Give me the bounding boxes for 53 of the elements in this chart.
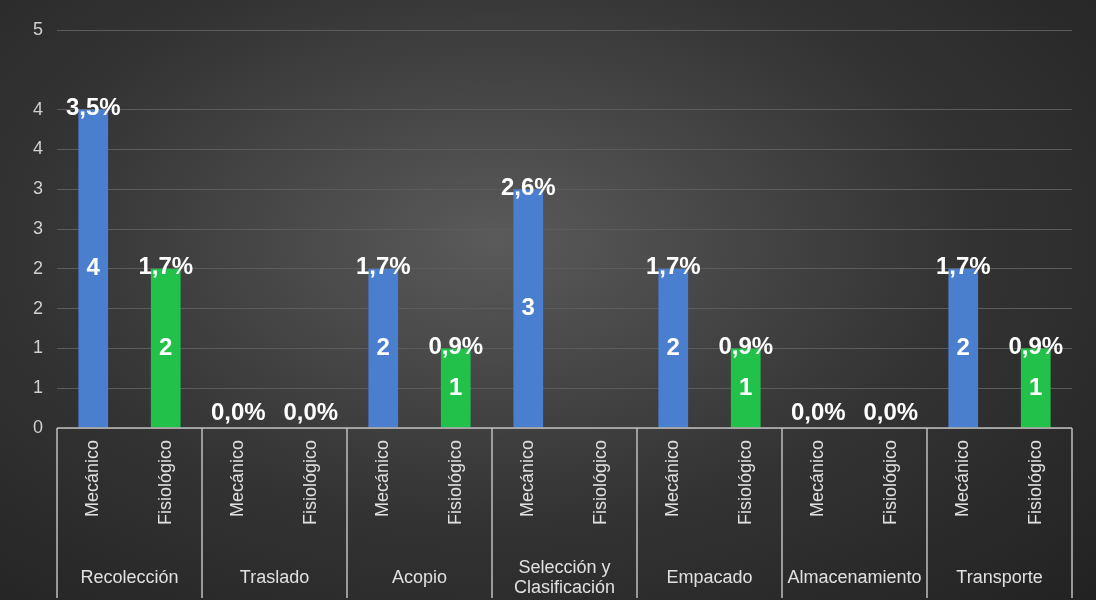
- y-tick-label: 1: [32, 337, 43, 358]
- x-tick-label: Acopio: [391, 566, 448, 587]
- x-tick-label: Empacado: [666, 566, 753, 587]
- annotation: 0,9%: [428, 332, 484, 360]
- annotation: 1,7%: [138, 252, 194, 280]
- text: Fisiológico: [589, 440, 610, 526]
- data-label: 4: [86, 253, 101, 281]
- text: Mecánico: [952, 440, 973, 518]
- annotation: 3,5%: [65, 93, 121, 121]
- text: Mecánico: [662, 440, 683, 518]
- text: Mecánico: [82, 440, 103, 518]
- data-label: 2: [666, 333, 680, 361]
- text: Fisiológico: [444, 440, 465, 526]
- annotation: 0,9%: [1008, 332, 1064, 360]
- y-tick-label: 3: [32, 178, 43, 199]
- y-tick-label: 4: [32, 138, 43, 159]
- x-tick-label: Selección y Clasificación: [513, 556, 616, 597]
- y-tick-label: 0: [32, 416, 43, 437]
- annotation: 0,9%: [718, 332, 774, 360]
- text: Mecánico: [807, 440, 828, 518]
- annotation: 0,0%: [283, 397, 339, 425]
- y-tick-label: 1: [32, 377, 43, 398]
- x-tick-label: Traslado: [239, 566, 310, 587]
- annotation: 1,7%: [935, 252, 991, 280]
- y-tick-label: 4: [32, 98, 43, 119]
- text: Fisiológico: [879, 440, 900, 526]
- text: Mecánico: [372, 440, 393, 518]
- data-label: 2: [956, 333, 970, 361]
- text: Fisiológico: [154, 440, 175, 526]
- text: Fisiológico: [1024, 440, 1045, 526]
- data-label: 1: [739, 372, 753, 400]
- annotation: 0,0%: [863, 397, 919, 425]
- text: Fisiológico: [734, 440, 755, 526]
- x-tick-label: Transporte: [956, 566, 1043, 587]
- annotation: 0,0%: [210, 397, 266, 425]
- y-tick-label: 2: [32, 297, 43, 318]
- data-label: 3: [521, 293, 535, 321]
- data-label: 1: [449, 372, 463, 400]
- text: Fisiológico: [299, 440, 320, 526]
- y-tick-label: 2: [32, 257, 43, 278]
- x-tick-label: Recolección: [80, 566, 179, 587]
- data-label: 2: [159, 333, 173, 361]
- y-tick-label: 3: [32, 217, 43, 238]
- x-tick-label: Almacenamiento: [787, 566, 922, 587]
- data-label: 2: [376, 333, 390, 361]
- data-label: 1: [1029, 372, 1043, 400]
- text: Mecánico: [517, 440, 538, 518]
- annotation: 0,0%: [790, 397, 846, 425]
- y-tick-label: 5: [32, 18, 43, 39]
- annotation: 1,7%: [645, 252, 701, 280]
- text: Mecánico: [227, 440, 248, 518]
- annotation: 2,6%: [500, 172, 556, 200]
- annotation: 1,7%: [355, 252, 411, 280]
